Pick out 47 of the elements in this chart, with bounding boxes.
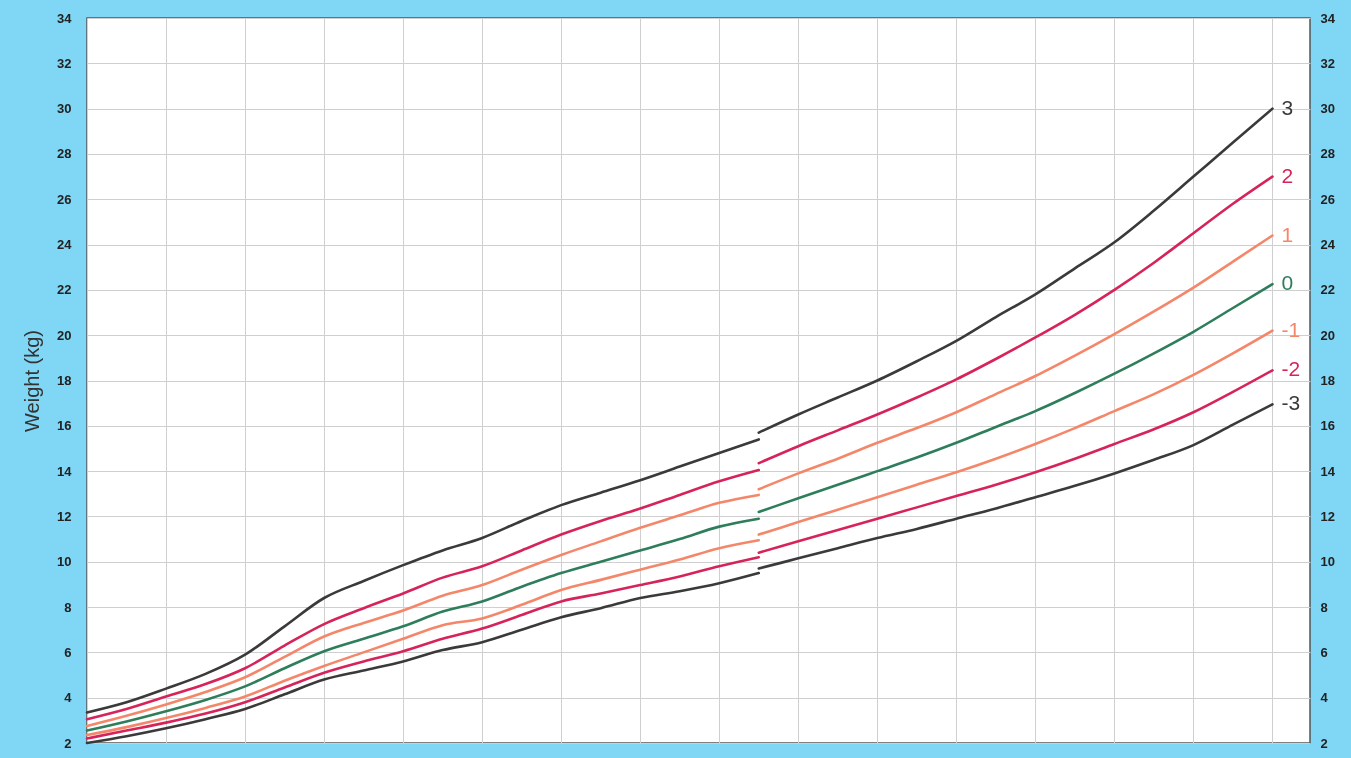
y-tick-label: 24 [57,237,73,253]
y-tick-label: 20 [57,327,72,343]
y-tick-label: 12 [57,508,72,524]
y2-tick-label: 32 [1320,55,1335,71]
y-tick-label: 18 [57,373,72,388]
y2-tick-label: 2 [1320,735,1328,751]
line-series [757,107,1274,434]
y2-tick-label: 22 [1320,282,1335,298]
y-tick-label: 2 [64,735,72,751]
y2-tick-label: 18 [1320,373,1335,388]
y2-tick-label: 28 [1320,146,1335,162]
line-series [757,282,1274,514]
y-tick-label: 30 [57,101,72,117]
line-series [757,175,1274,465]
y2-tick-label: 16 [1320,418,1335,434]
series-label: 2 [1281,163,1294,187]
y-tick-label: 14 [57,463,73,479]
y2-tick-label: 10 [1320,554,1335,570]
y2-tick-label: 12 [1320,508,1335,524]
y-tick-label: 10 [57,554,72,570]
series-label: 1 [1281,222,1294,246]
y2-tick-label: 14 [1320,463,1336,479]
y2-tick-label: 8 [1320,599,1328,615]
y2-tick-label: 6 [1320,644,1328,660]
series-label: -2 [1281,357,1301,381]
y2-tick-label: 30 [1320,101,1335,117]
y-tick-label: 16 [57,418,72,434]
y-tick-label: 22 [57,282,72,298]
y-axis-title: Weight (kg) [21,330,44,432]
y-tick-label: 28 [57,146,72,162]
y2-tick-label: 24 [1320,237,1336,253]
line-series [757,234,1274,491]
series-label: -3 [1281,391,1301,415]
y-tick-label: 6 [64,644,72,660]
y-tick-label: 26 [57,191,72,207]
y2-tick-label: 26 [1320,191,1335,207]
y2-tick-label: 34 [1320,10,1336,26]
y2-tick-label: 20 [1320,327,1335,343]
line-series [757,329,1274,536]
y2-tick-label: 4 [1320,690,1329,706]
series-label: 3 [1281,95,1294,119]
series-label: -1 [1281,317,1301,341]
y-tick-label: 34 [57,10,73,26]
y-tick-label: 32 [57,55,72,71]
series-label: 0 [1281,271,1294,295]
y-tick-label: 4 [64,690,73,706]
y-tick-label: 8 [64,599,72,615]
